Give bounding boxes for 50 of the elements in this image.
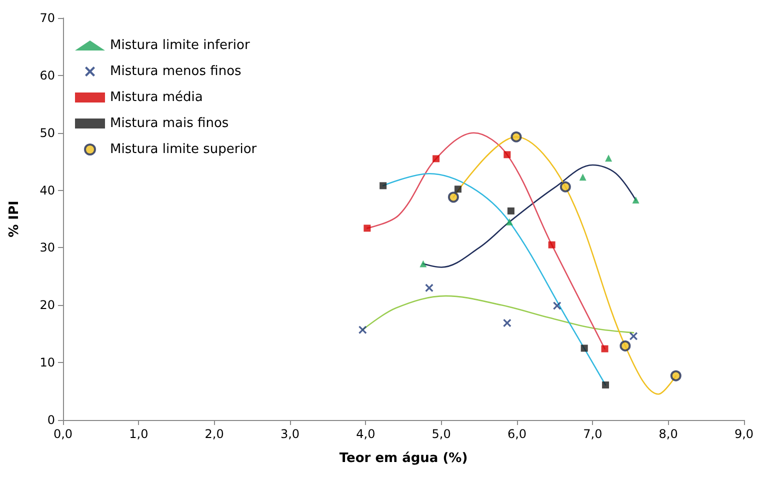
y-axis-title: % IPI (7, 200, 22, 238)
y-tick-label: 60 (40, 68, 55, 82)
point (454, 186, 462, 193)
x-tick-label: 1,0 (129, 427, 148, 441)
point (560, 181, 571, 192)
point (380, 182, 387, 190)
point (507, 207, 514, 214)
legend-label: Mistura mais finos (110, 116, 229, 131)
x-tick-label: 0,0 (53, 427, 73, 441)
x-axis-title: Teor em água (%) (339, 451, 468, 466)
y-tick-label: 0 (47, 413, 55, 427)
y-tick-label: 10 (40, 356, 55, 370)
point (601, 345, 608, 352)
y-tick-label: 70 (40, 11, 55, 25)
y-tick-label: 40 (40, 183, 55, 198)
point (425, 284, 434, 292)
x-tick-label: 9,0 (734, 427, 754, 441)
point (670, 370, 682, 382)
x-tick-label: 5,0 (432, 427, 451, 441)
x-tick-label: 4,0 (356, 427, 376, 441)
y-tick-label: 20 (40, 298, 55, 312)
point (358, 326, 367, 334)
point (364, 224, 371, 232)
point (420, 260, 427, 268)
x-tick-label: 7,0 (583, 427, 602, 441)
x-tick-label: 3,0 (280, 427, 300, 441)
y-tick-label: 30 (40, 240, 55, 255)
legend-label: Mistura limite inferior (110, 38, 250, 53)
x-tick-label: 6,0 (507, 427, 527, 441)
x-tick-label: 8,0 (658, 427, 678, 441)
legend-label: Mistura menos finos (110, 64, 242, 79)
point (580, 344, 588, 352)
point (553, 302, 562, 310)
point (510, 131, 522, 142)
point (504, 151, 511, 158)
point (630, 332, 638, 340)
point (620, 340, 631, 352)
point (448, 192, 459, 203)
point (632, 196, 640, 204)
y-tick-label: 50 (40, 126, 55, 140)
point (579, 174, 586, 181)
point (548, 241, 556, 248)
legend-label: Mistura média (110, 90, 203, 105)
legend-label: Mistura limite superior (110, 142, 258, 157)
x-tick-label: 2,0 (204, 427, 224, 441)
point (506, 218, 513, 226)
point (602, 381, 610, 388)
point (503, 318, 512, 327)
point (605, 154, 612, 162)
point (432, 155, 440, 162)
